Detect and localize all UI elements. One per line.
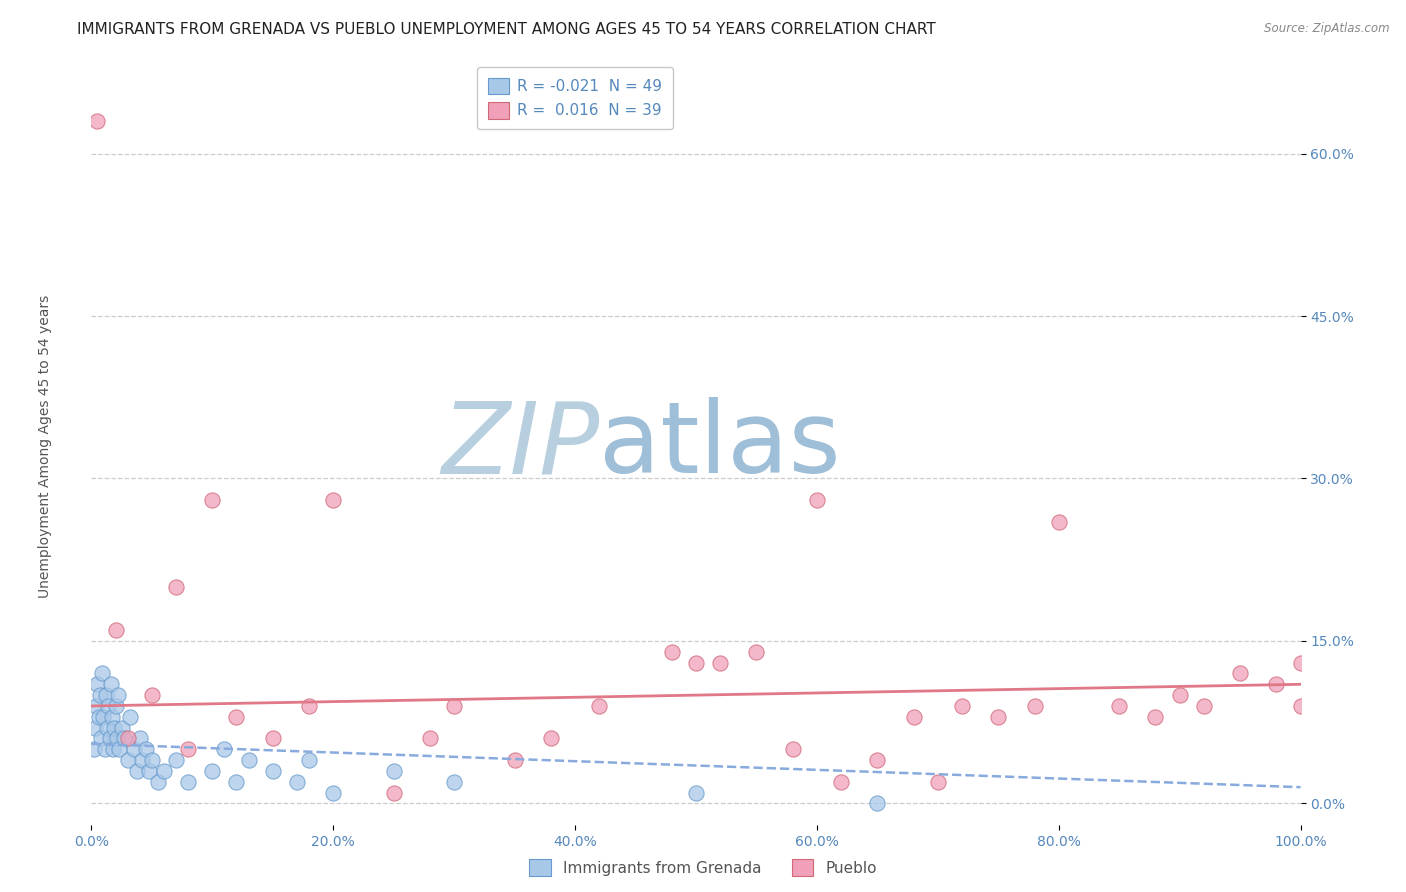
Point (382, 786, 405, 800)
Point (100, 677, 122, 691)
Point (84, 721, 107, 735)
Point (1144, 710, 1167, 724)
Point (950, 698, 973, 713)
Point (1024, 698, 1046, 713)
Text: Unemployment Among Ages 45 to 54 years: Unemployment Among Ages 45 to 54 years (38, 294, 52, 598)
Point (419, 731, 441, 746)
Point (117, 731, 139, 746)
Point (1168, 688, 1191, 702)
Point (177, 742, 200, 756)
Point (1229, 666, 1251, 681)
Point (262, 764, 284, 778)
Point (1108, 698, 1130, 713)
Point (135, 742, 157, 756)
Point (96, 721, 118, 735)
Point (782, 742, 804, 756)
Text: IMMIGRANTS FROM GRENADA VS PUEBLO UNEMPLOYMENT AMONG AGES 45 TO 54 YEARS CORRELA: IMMIGRANTS FROM GRENADA VS PUEBLO UNEMPL… (77, 22, 936, 37)
Point (138, 764, 160, 778)
Point (104, 623, 127, 637)
Point (101, 710, 124, 724)
Point (1265, 677, 1288, 691)
Point (1047, 515, 1070, 529)
Point (90, 731, 112, 746)
Point (225, 774, 247, 789)
Point (93, 710, 115, 724)
Point (112, 731, 135, 746)
Point (87, 710, 110, 724)
Point (131, 753, 153, 767)
Point (322, 493, 344, 508)
Point (685, 786, 707, 800)
Point (745, 645, 768, 659)
Point (806, 493, 828, 508)
Point (86, 114, 108, 128)
Point (101, 742, 124, 756)
Point (285, 774, 308, 789)
Point (685, 656, 707, 670)
Legend: Immigrants from Grenada, Pueblo: Immigrants from Grenada, Pueblo (523, 853, 883, 882)
Point (927, 774, 949, 789)
Point (103, 721, 125, 735)
Point (866, 797, 889, 811)
Point (108, 742, 131, 756)
Point (177, 774, 200, 789)
Point (146, 774, 169, 789)
Point (1192, 698, 1215, 713)
Point (107, 688, 129, 702)
Point (117, 753, 139, 767)
Point (93, 742, 115, 756)
Text: ZIP: ZIP (441, 398, 599, 494)
Point (105, 731, 128, 746)
Point (141, 753, 163, 767)
Point (443, 698, 465, 713)
Point (661, 645, 683, 659)
Point (201, 493, 224, 508)
Point (214, 742, 236, 756)
Point (165, 580, 187, 594)
Point (903, 710, 925, 724)
Point (1289, 698, 1312, 713)
Point (120, 710, 142, 724)
Point (225, 710, 247, 724)
Point (84, 698, 107, 713)
Point (83, 742, 105, 756)
Point (141, 688, 163, 702)
Point (104, 698, 127, 713)
Point (94, 688, 117, 702)
Point (165, 753, 187, 767)
Point (540, 731, 562, 746)
Point (122, 742, 145, 756)
Point (503, 753, 526, 767)
Point (127, 764, 149, 778)
Point (238, 753, 260, 767)
Point (97, 698, 120, 713)
Legend: R = -0.021  N = 49, R =  0.016  N = 39: R = -0.021 N = 49, R = 0.016 N = 39 (478, 67, 672, 129)
Point (153, 764, 176, 778)
Text: atlas: atlas (599, 398, 841, 494)
Point (201, 764, 224, 778)
Point (443, 774, 465, 789)
Point (322, 786, 344, 800)
Point (866, 753, 889, 767)
Point (91, 666, 114, 681)
Point (298, 698, 321, 713)
Point (262, 731, 284, 746)
Point (1289, 656, 1312, 670)
Point (987, 710, 1010, 724)
Point (588, 698, 610, 713)
Point (382, 764, 405, 778)
Point (111, 721, 132, 735)
Point (89, 688, 111, 702)
Point (298, 753, 321, 767)
Point (709, 656, 731, 670)
Point (830, 774, 852, 789)
Point (86, 677, 108, 691)
Text: Source: ZipAtlas.com: Source: ZipAtlas.com (1264, 22, 1389, 36)
Point (98, 731, 121, 746)
Point (128, 731, 150, 746)
